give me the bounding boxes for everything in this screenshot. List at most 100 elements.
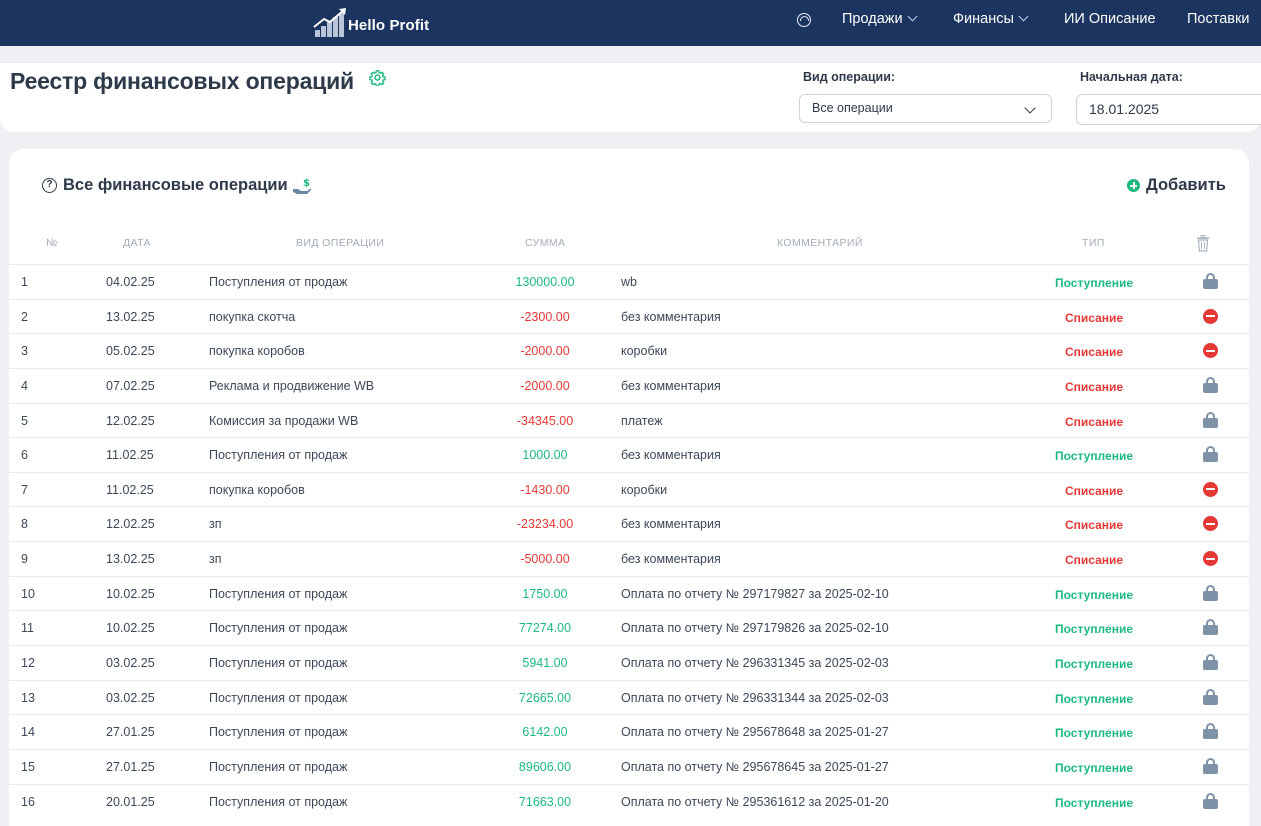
- nav-supplies[interactable]: Поставки: [1187, 11, 1250, 27]
- row-sum: 89606.00: [518, 759, 572, 774]
- table-row[interactable]: 15 27.01.25 Поступления от продаж 89606.…: [9, 748, 1249, 784]
- row-action: [1203, 411, 1219, 428]
- add-operation-button[interactable]: Добавить: [1127, 176, 1226, 195]
- delete-minus-icon[interactable]: [1203, 551, 1218, 567]
- delete-minus-icon[interactable]: [1203, 308, 1218, 324]
- table-row[interactable]: 6 11.02.25 Поступления от продаж 1000.00…: [9, 437, 1249, 472]
- row-num: 4: [21, 378, 28, 393]
- logo[interactable]: Hello Profit: [313, 5, 429, 37]
- row-action: [1203, 446, 1219, 463]
- row-action[interactable]: [1203, 550, 1219, 567]
- top-navbar: Hello Profit Продажи Финансы ИИ Описание…: [0, 0, 1261, 46]
- row-sum: -2000.00: [520, 378, 570, 393]
- row-action: [1203, 654, 1219, 671]
- col-header-type: ТИП: [1082, 237, 1105, 249]
- hand-money-icon: $: [292, 178, 311, 194]
- row-num: 13: [21, 690, 35, 705]
- row-comment: Оплата по отчету № 297179826 за 2025-02-…: [621, 621, 889, 636]
- row-action: [1203, 376, 1219, 393]
- row-type: Списание: [1064, 310, 1124, 325]
- row-type: Поступление: [1054, 691, 1134, 706]
- row-operation: Комиссия за продажи WB: [209, 413, 359, 428]
- col-header-comment: КОММЕНТАРИЙ: [777, 237, 863, 249]
- table-row[interactable]: 7 11.02.25 покупка коробов -1430.00 коро…: [9, 471, 1249, 507]
- row-num: 5: [21, 413, 28, 428]
- dashboard-gauge-icon[interactable]: [797, 13, 811, 27]
- help-circle-icon[interactable]: ?: [42, 178, 57, 193]
- table-row[interactable]: 13 03.02.25 Поступления от продаж 72665.…: [9, 679, 1249, 715]
- lock-icon: [1203, 273, 1218, 289]
- row-operation: Поступления от продаж: [209, 656, 348, 671]
- table-row[interactable]: 8 12.02.25 зп -23234.00 без комментария …: [9, 506, 1249, 541]
- row-operation: Поступления от продаж: [209, 725, 348, 740]
- row-comment: Оплата по отчету № 295361612 за 2025-01-…: [621, 794, 889, 809]
- row-date: 07.02.25: [106, 378, 155, 393]
- operation-type-label: Вид операции:: [803, 70, 896, 84]
- operations-table-body: 1 04.02.25 Поступления от продаж 130000.…: [9, 264, 1249, 818]
- delete-minus-icon[interactable]: [1203, 481, 1218, 497]
- table-row[interactable]: 9 13.02.25 зп -5000.00 без комментария С…: [9, 541, 1249, 576]
- operation-type-value: Все операции: [812, 101, 893, 115]
- row-type: Списание: [1064, 345, 1124, 360]
- chevron-down-icon: [1018, 11, 1029, 22]
- row-num: 11: [21, 621, 34, 636]
- nav-finance[interactable]: Финансы: [953, 11, 1029, 27]
- row-action: [1203, 792, 1219, 809]
- row-action: [1203, 757, 1219, 774]
- table-row[interactable]: 16 20.01.25 Поступления от продаж 71663.…: [9, 783, 1249, 819]
- table-row[interactable]: 12 03.02.25 Поступления от продаж 5941.0…: [9, 645, 1249, 680]
- row-type: Списание: [1064, 483, 1124, 498]
- row-date: 20.01.25: [106, 794, 155, 809]
- row-type: Поступление: [1054, 449, 1134, 464]
- row-comment: Оплата по отчету № 295678645 за 2025-01-…: [621, 759, 889, 774]
- delete-minus-icon[interactable]: [1203, 343, 1218, 359]
- row-action[interactable]: [1203, 481, 1219, 497]
- start-date-input[interactable]: 18.01.2025: [1076, 94, 1261, 125]
- start-date-label: Начальная дата:: [1080, 70, 1183, 84]
- table-row[interactable]: 3 05.02.25 покупка коробов -2000.00 коро…: [9, 333, 1249, 368]
- table-row[interactable]: 2 13.02.25 покупка скотча -2300.00 без к…: [9, 298, 1249, 334]
- row-operation: покупка коробов: [209, 482, 305, 497]
- table-row[interactable]: 4 07.02.25 Реклама и продвижение WB -200…: [9, 367, 1249, 403]
- row-type: Поступление: [1054, 760, 1134, 775]
- row-num: 8: [21, 517, 28, 532]
- row-date: 10.02.25: [106, 621, 155, 636]
- nav-sales[interactable]: Продажи: [842, 11, 918, 27]
- table-row[interactable]: 5 12.02.25 Комиссия за продажи WB -34345…: [9, 402, 1249, 438]
- row-sum: -1430.00: [520, 482, 570, 497]
- col-header-operation: ВИД ОПЕРАЦИИ: [296, 237, 385, 249]
- table-row[interactable]: 11 10.02.25 Поступления от продаж 77274.…: [9, 610, 1249, 645]
- table-row[interactable]: 1 04.02.25 Поступления от продаж 130000.…: [9, 264, 1249, 299]
- row-type: Списание: [1064, 518, 1124, 533]
- lock-icon: [1203, 376, 1218, 393]
- row-action[interactable]: [1203, 342, 1219, 359]
- gear-icon[interactable]: [369, 69, 386, 86]
- table-row[interactable]: 14 27.01.25 Поступления от продаж 6142.0…: [9, 714, 1249, 749]
- row-comment: платеж: [621, 413, 663, 428]
- row-sum: 77274.00: [518, 621, 572, 636]
- row-type: Поступление: [1054, 622, 1134, 637]
- nav-ai-description[interactable]: ИИ Описание: [1064, 11, 1156, 27]
- lock-icon: [1203, 654, 1218, 671]
- row-date: 10.02.25: [106, 586, 155, 601]
- row-action: [1203, 619, 1219, 636]
- plus-circle-icon: [1127, 179, 1140, 192]
- row-num: 6: [21, 448, 28, 463]
- operation-type-select[interactable]: Все операции: [799, 94, 1052, 123]
- row-action[interactable]: [1203, 515, 1219, 532]
- row-sum: 1000.00: [522, 448, 568, 463]
- row-sum: 72665.00: [518, 690, 572, 705]
- lock-icon: [1203, 757, 1218, 774]
- row-operation: Поступления от продаж: [209, 448, 348, 463]
- row-type: Поступление: [1054, 726, 1134, 741]
- trash-icon[interactable]: [1196, 235, 1210, 252]
- row-comment: без комментария: [621, 309, 721, 324]
- table-row[interactable]: 10 10.02.25 Поступления от продаж 1750.0…: [9, 575, 1249, 611]
- row-num: 12: [21, 656, 35, 671]
- col-header-sum: СУММА: [525, 237, 566, 249]
- delete-minus-icon[interactable]: [1203, 516, 1218, 532]
- row-date: 27.01.25: [106, 759, 155, 774]
- row-action[interactable]: [1203, 308, 1219, 324]
- row-comment: без комментария: [621, 448, 721, 463]
- row-comment: без комментария: [621, 517, 721, 532]
